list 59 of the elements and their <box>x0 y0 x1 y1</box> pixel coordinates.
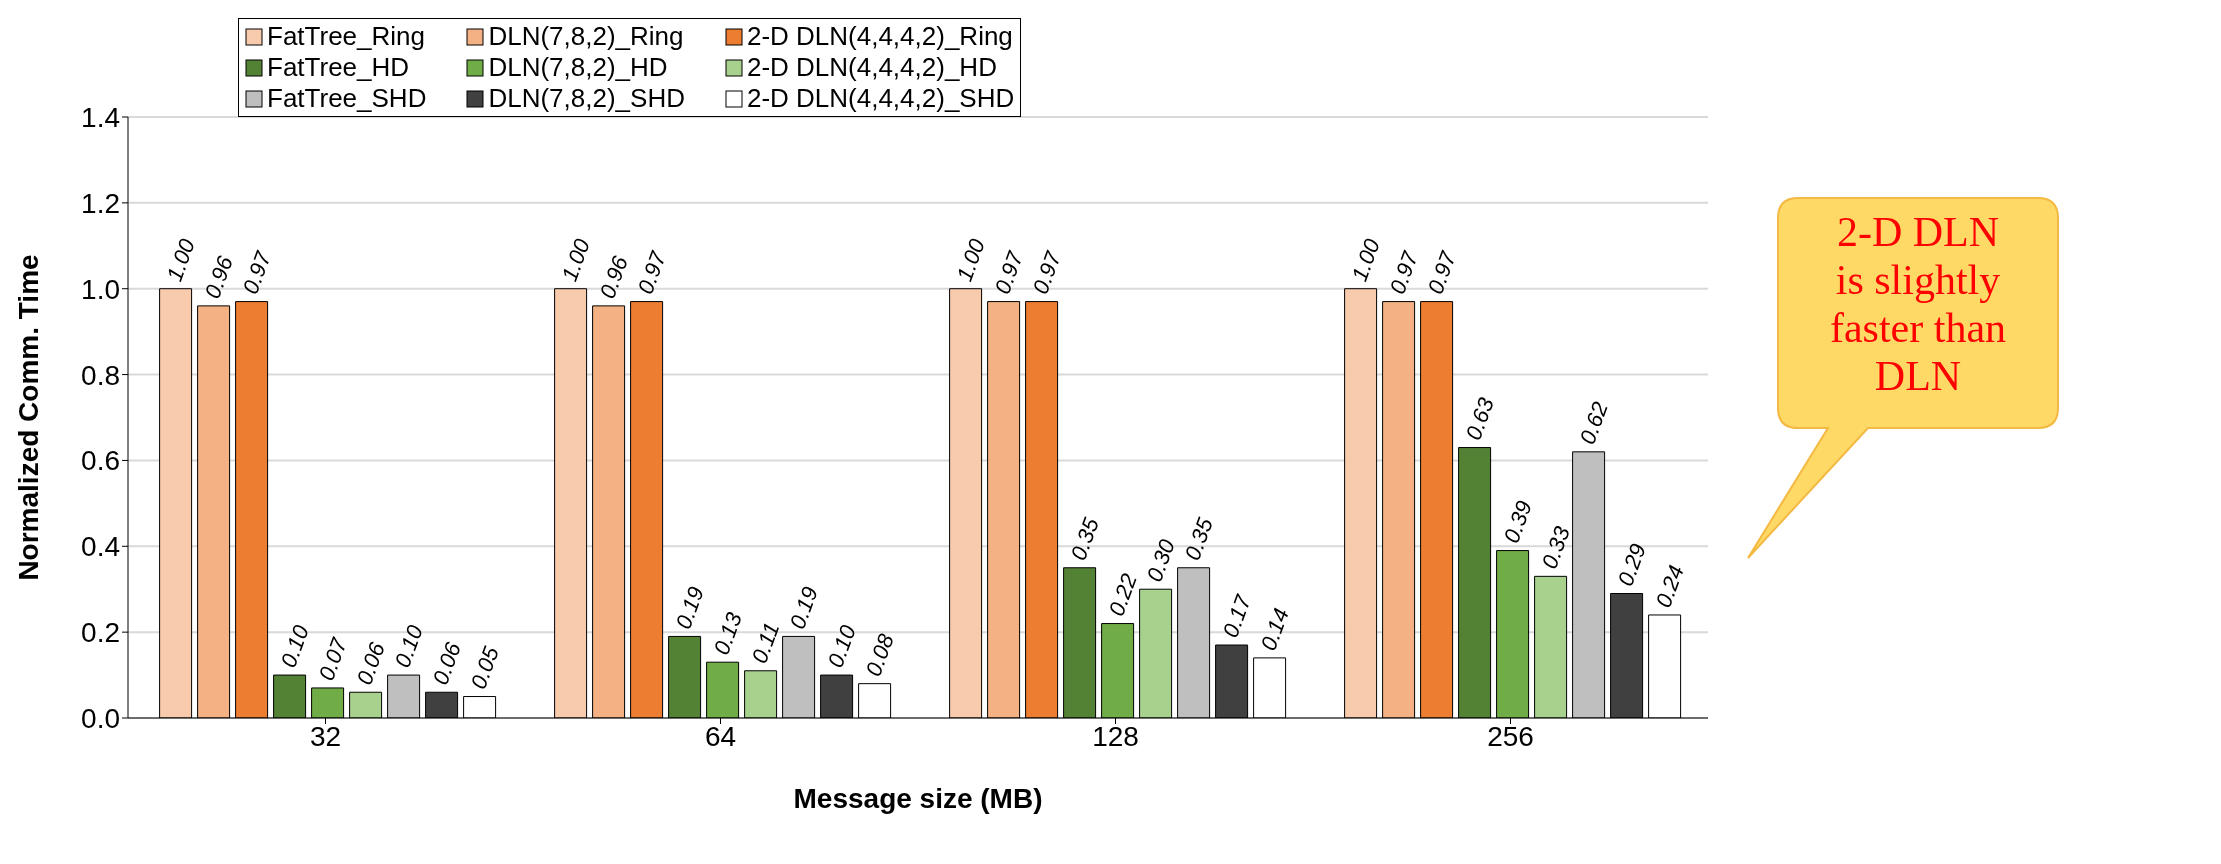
y-axis-title: Normalized Comm. Time <box>12 254 44 581</box>
data-label: 0.97 <box>237 247 277 298</box>
data-label: 0.29 <box>1612 540 1651 590</box>
y-tick-label: 0.6 <box>81 445 120 477</box>
x-tick-label: 256 <box>1487 720 1534 752</box>
data-label: 1.00 <box>1346 234 1386 285</box>
data-label: 0.96 <box>199 252 239 302</box>
legend-label: DLN(7,8,2)_Ring <box>488 21 684 52</box>
data-label: 0.19 <box>670 583 709 633</box>
data-label: 1.00 <box>951 234 991 285</box>
y-tick-label: 0.0 <box>81 702 120 734</box>
x-tick-label: 64 <box>704 720 737 752</box>
data-label: 0.10 <box>822 621 862 671</box>
y-tick-label: 0.4 <box>81 531 120 563</box>
x-tick-label: 32 <box>309 720 342 752</box>
data-label: 0.10 <box>275 621 315 671</box>
data-label: 1.00 <box>161 234 201 285</box>
data-label: 0.22 <box>1103 570 1142 620</box>
y-tick-label: 1.2 <box>81 187 120 219</box>
y-tick-label: 0.8 <box>81 359 120 391</box>
legend-label: DLN(7,8,2)_SHD <box>488 83 685 114</box>
data-label: 0.08 <box>860 629 900 680</box>
data-label: 0.10 <box>389 621 429 671</box>
x-axis-title: Message size (MB) <box>793 783 1043 814</box>
data-label: 0.63 <box>1460 393 1500 444</box>
data-label: 0.35 <box>1179 513 1219 564</box>
data-label: 0.33 <box>1536 522 1576 573</box>
data-label: 0.07 <box>313 634 353 684</box>
data-label: 0.06 <box>427 638 467 688</box>
legend-label: 2-D DLN(4,4,4,2)_SHD <box>746 83 1015 114</box>
data-label: 0.13 <box>708 608 748 658</box>
data-label: 0.17 <box>1217 591 1257 641</box>
data-label: 1.00 <box>556 234 596 285</box>
data-label: 0.97 <box>1384 247 1424 298</box>
data-label: 0.30 <box>1141 535 1181 585</box>
data-label: 0.97 <box>632 247 672 298</box>
data-label: 0.05 <box>465 642 505 693</box>
y-tick-label: 0.2 <box>81 617 120 649</box>
data-label: 0.11 <box>746 619 785 667</box>
legend-label: 2-D DLN(4,4,4,2)_Ring <box>746 21 1013 52</box>
data-label: 0.62 <box>1574 398 1613 448</box>
data-label: 0.96 <box>594 252 634 302</box>
y-tick-label: 1.0 <box>81 273 120 305</box>
data-label: 0.97 <box>1422 247 1462 298</box>
data-label: 0.97 <box>1027 247 1067 298</box>
x-tick-label: 128 <box>1092 720 1139 752</box>
data-label: 0.39 <box>1498 497 1537 547</box>
data-label: 0.19 <box>784 583 823 633</box>
data-label: 0.24 <box>1650 561 1689 611</box>
legend-label: 2-D DLN(4,4,4,2)_HD <box>746 52 997 83</box>
data-label: 0.14 <box>1255 604 1294 654</box>
legend-label: FatTree_Ring <box>267 21 425 52</box>
legend-label: DLN(7,8,2)_HD <box>488 52 668 83</box>
legend-label: FatTree_HD <box>267 52 410 83</box>
data-label: 0.97 <box>989 247 1029 298</box>
data-label: 0.06 <box>351 638 391 688</box>
data-label: 0.35 <box>1065 513 1105 564</box>
y-tick-label: 1.4 <box>81 101 120 133</box>
legend-label: FatTree_SHD <box>267 83 427 114</box>
